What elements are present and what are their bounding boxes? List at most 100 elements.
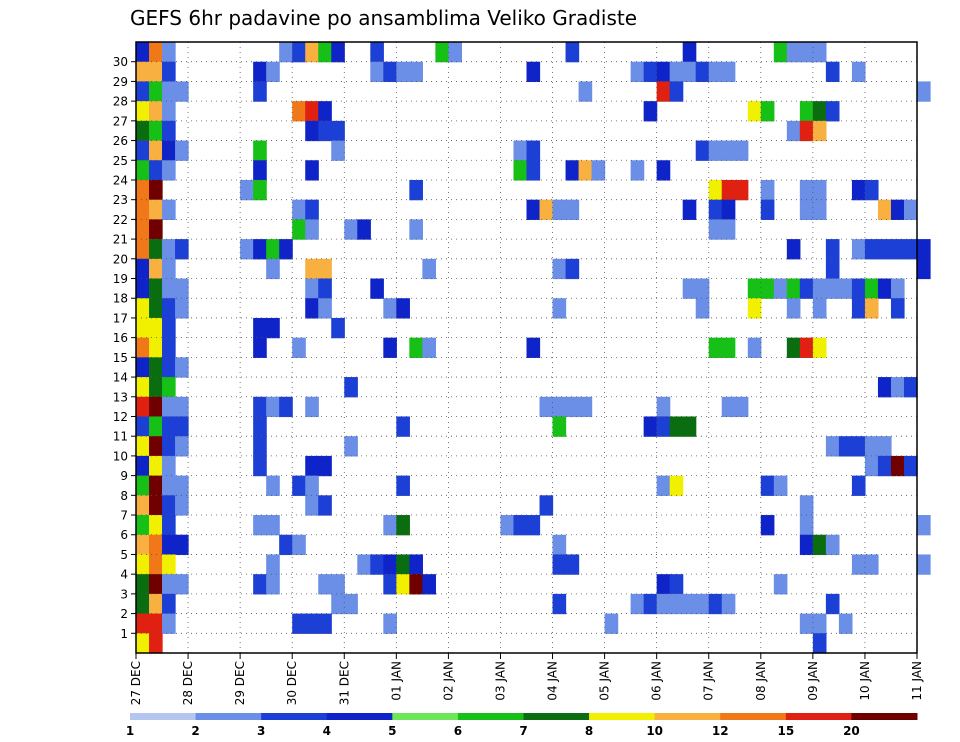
heatmap-cell (266, 515, 280, 536)
heatmap-cell (422, 337, 436, 358)
heatmap-cell (136, 140, 150, 161)
heatmap-cell (305, 199, 319, 220)
heatmap-cell (396, 574, 410, 595)
heatmap-cell (786, 120, 801, 142)
heatmap-cell (136, 239, 150, 260)
colorbar-swatch (195, 713, 262, 720)
heatmap-cell (695, 593, 710, 615)
colorbar-swatch (261, 713, 328, 720)
heatmap-cell (669, 593, 684, 615)
heatmap-cell (552, 593, 567, 615)
heatmap-cell (305, 160, 319, 181)
heatmap-cell (136, 574, 150, 595)
heatmap-cell (253, 239, 267, 260)
heatmap-cell (175, 495, 189, 516)
heatmap-cell (162, 140, 176, 161)
heatmap-cell (279, 396, 293, 418)
heatmap-cell (136, 42, 150, 63)
gridlines (136, 42, 917, 653)
heatmap-cell (890, 377, 905, 398)
heatmap-cell (149, 574, 163, 595)
heatmap-cell (149, 140, 163, 161)
heatmap-cell (136, 81, 150, 102)
x-tick-label: 31 DEC (337, 661, 351, 705)
heatmap-cell (773, 42, 788, 63)
heatmap-cell (760, 278, 775, 299)
x-tick-label: 28 DEC (181, 661, 195, 705)
y-tick-label: 13 (113, 390, 128, 404)
heatmap-cell (851, 239, 866, 260)
heatmap-cell (162, 495, 176, 516)
heatmap-cell (799, 278, 814, 299)
y-tick-label: 5 (120, 548, 128, 562)
heatmap-cell (760, 515, 775, 536)
heatmap-cell (760, 179, 775, 201)
colorbar-label: 7 (519, 724, 527, 738)
heatmap-cell (734, 179, 749, 201)
heatmap-cell (253, 436, 267, 457)
heatmap-cell (331, 317, 345, 339)
colorbar-swatch (720, 713, 787, 720)
heatmap-cell (305, 613, 319, 634)
heatmap-cell (136, 278, 150, 299)
heatmap-cell (864, 298, 879, 319)
heatmap-cell (682, 416, 697, 437)
heatmap-cell (917, 81, 931, 102)
heatmap-cell (149, 357, 163, 378)
heatmap-cell (370, 42, 384, 63)
heatmap-cell (162, 298, 176, 319)
heatmap-cell (136, 377, 150, 398)
heatmap-cell (721, 199, 736, 220)
heatmap-cell (708, 593, 723, 615)
heatmap-cell (266, 554, 280, 575)
heatmap-cell (669, 81, 684, 102)
heatmap-cell (773, 278, 788, 299)
x-tick-label: 11 JAN (910, 661, 924, 701)
heatmap-cell (149, 101, 163, 122)
heatmap-cell (266, 61, 280, 83)
x-tick-label: 06 JAN (650, 661, 664, 701)
y-tick-label: 22 (113, 213, 128, 227)
heatmap-cell (786, 42, 801, 63)
heatmap-cell (786, 239, 801, 260)
heatmap-cell (305, 495, 319, 516)
heatmap-cell (721, 593, 736, 615)
heatmap-cell (799, 120, 814, 142)
heatmap-cell (903, 199, 918, 220)
heatmap-cell (708, 337, 723, 358)
heatmap-cell (136, 258, 150, 280)
heatmap-cell (370, 278, 384, 299)
heatmap-cell (565, 199, 580, 220)
heatmap-cell (175, 574, 189, 595)
heatmap-cell (877, 278, 892, 299)
heatmap-cell (149, 258, 163, 280)
heatmap-cell (851, 436, 866, 457)
heatmap-cell (136, 357, 150, 378)
heatmap-cells (136, 42, 931, 654)
heatmap-cell (136, 593, 150, 615)
heatmap-cell (175, 278, 189, 299)
heatmap-cell (656, 416, 671, 437)
heatmap-cell (877, 239, 892, 260)
heatmap-cell (370, 554, 384, 575)
y-tick-label: 7 (120, 509, 128, 523)
heatmap-cell (149, 633, 163, 654)
heatmap-cell (162, 377, 176, 398)
heatmap-cell (292, 101, 306, 122)
y-tick-label: 26 (113, 134, 128, 148)
heatmap-cell (175, 81, 189, 102)
heatmap-cell (292, 613, 306, 634)
heatmap-cell (396, 554, 410, 575)
x-tick-label: 05 JAN (598, 661, 612, 701)
heatmap-cell (292, 219, 306, 240)
heatmap-cell (279, 239, 293, 260)
heatmap-cell (318, 258, 332, 280)
colorbar-label: 1 (126, 724, 134, 738)
heatmap-cell (851, 554, 866, 575)
heatmap-cell (149, 219, 163, 240)
heatmap-cell (175, 298, 189, 319)
heatmap-cell (305, 258, 319, 280)
heatmap-cell (305, 120, 319, 142)
heatmap-cell (149, 42, 163, 63)
colorbar-swatch (851, 713, 918, 720)
